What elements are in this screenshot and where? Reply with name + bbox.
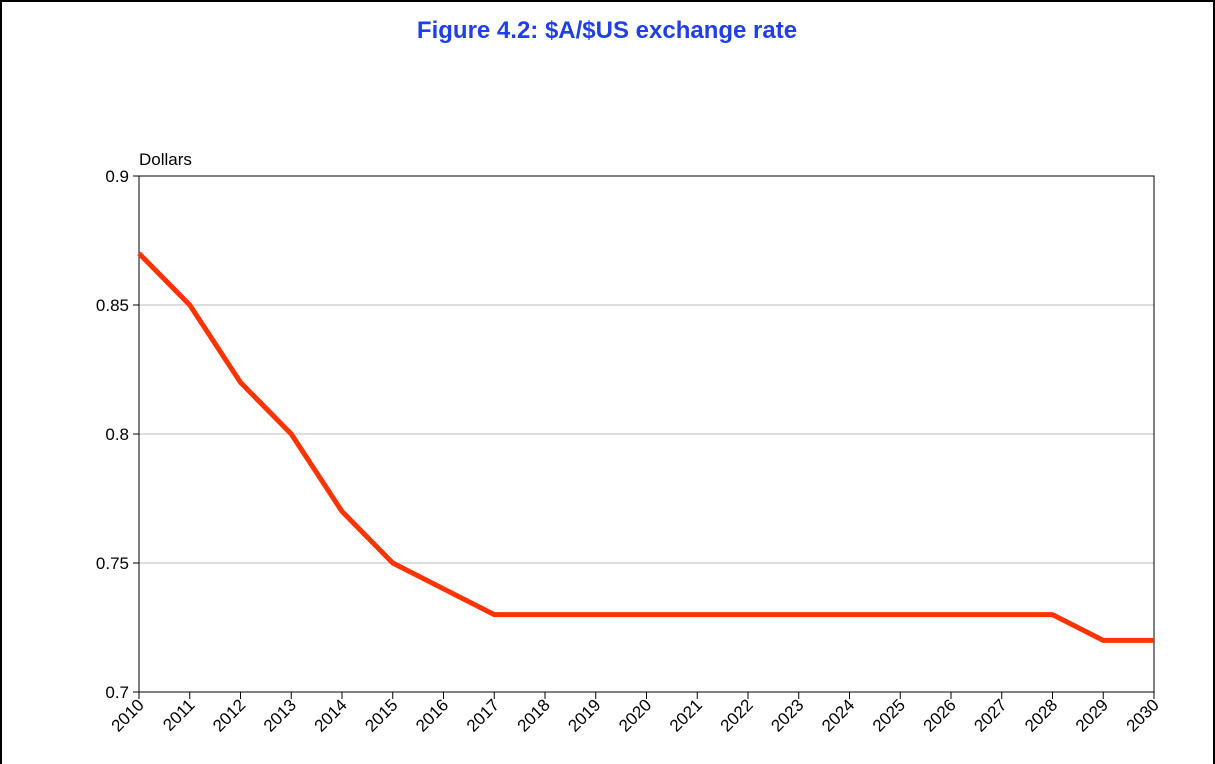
y-tick-label: 0.7 <box>105 683 129 702</box>
x-tick-label: 2023 <box>767 695 807 735</box>
y-tick-label: 0.8 <box>105 425 129 444</box>
x-tick-label: 2024 <box>818 695 858 735</box>
x-tick-label: 2019 <box>564 695 604 735</box>
x-tick-label: 2027 <box>970 695 1010 735</box>
y-tick-label: 0.75 <box>96 554 129 573</box>
x-tick-label: 2029 <box>1072 695 1112 735</box>
x-tick-label: 2026 <box>920 695 960 735</box>
chart-title: Figure 4.2: $A/$US exchange rate <box>417 17 797 44</box>
x-tick-label: 2022 <box>717 695 757 735</box>
x-tick-label: 2016 <box>412 695 452 735</box>
y-tick-label: 0.85 <box>96 296 129 315</box>
x-tick-label: 2018 <box>514 695 554 735</box>
x-tick-label: 2015 <box>361 695 401 735</box>
y-tick-label: 0.9 <box>105 167 129 186</box>
x-tick-label: 2013 <box>260 695 300 735</box>
x-tick-label: 2014 <box>311 695 351 735</box>
x-tick-label: 2030 <box>1123 695 1163 735</box>
x-tick-label: 2020 <box>615 695 655 735</box>
line <box>137 251 1154 643</box>
x-tick-label: 2011 <box>159 695 198 734</box>
x-tick-label: 2012 <box>209 695 249 735</box>
x-tick-label: 2021 <box>666 695 706 735</box>
x-tick-label: 2017 <box>463 695 503 735</box>
x-tick-label: 2028 <box>1021 695 1061 735</box>
y-axis-label: Dollars <box>139 150 192 169</box>
x-tick-label: 2025 <box>869 695 909 735</box>
